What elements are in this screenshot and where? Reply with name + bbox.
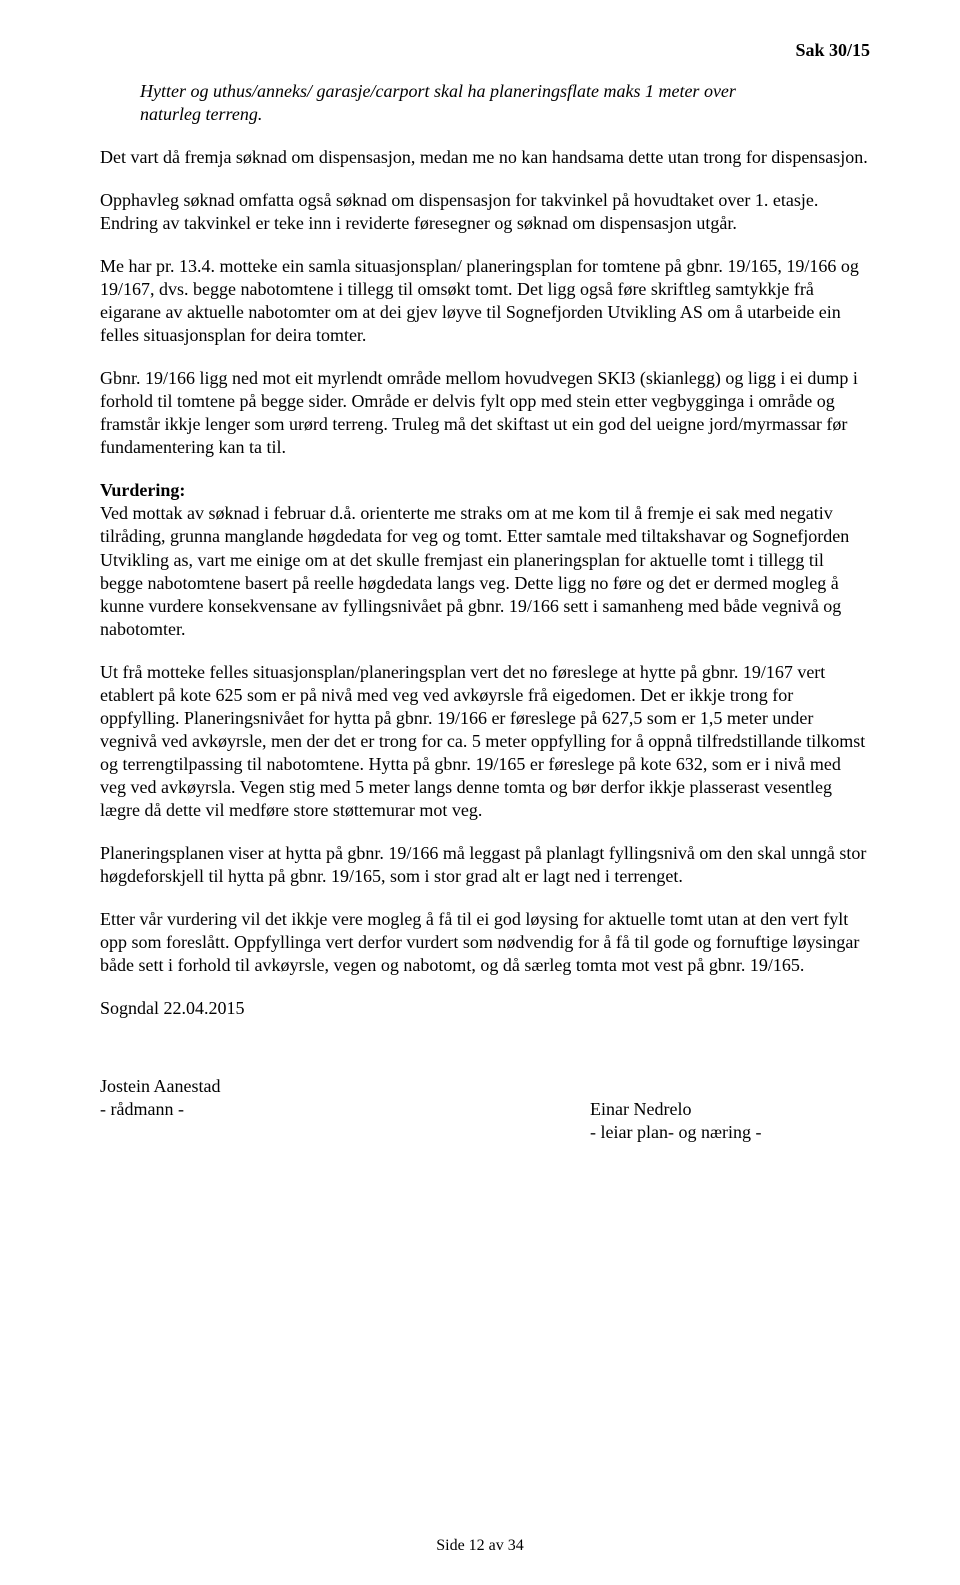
document-body: Hytter og uthus/anneks/ garasje/carport … — [100, 80, 870, 1144]
quote-line-2: naturleg terreng. — [140, 104, 262, 124]
date-line: Sogndal 22.04.2015 — [100, 997, 870, 1020]
vurdering-label: Vurdering: — [100, 480, 185, 500]
paragraph-6: Ut frå motteke felles situasjonsplan/pla… — [100, 661, 870, 822]
vurdering-section: Vurdering: Ved mottak av søknad i februa… — [100, 479, 870, 640]
sign-right-name: Einar Nedrelo — [590, 1099, 691, 1119]
paragraph-5: Ved mottak av søknad i februar d.å. orie… — [100, 503, 849, 638]
signature-right: Einar Nedrelo - leiar plan- og næring - — [100, 1098, 870, 1144]
sign-left-name: Jostein Aanestad — [100, 1076, 220, 1096]
page-footer: Side 12 av 34 — [0, 1537, 960, 1555]
sign-left-title: - rådmann - — [100, 1099, 184, 1119]
paragraph-2: Opphavleg søknad omfatta også søknad om … — [100, 189, 870, 235]
paragraph-8: Etter vår vurdering vil det ikkje vere m… — [100, 908, 870, 977]
paragraph-7: Planeringsplanen viser at hytta på gbnr.… — [100, 842, 870, 888]
quote-line-1: Hytter og uthus/anneks/ garasje/carport … — [140, 81, 736, 101]
paragraph-1: Det vart då fremja søknad om dispensasjo… — [100, 146, 870, 169]
signature-block: Jostein Aanestad - rådmann - Einar Nedre… — [100, 1075, 870, 1144]
indented-quote: Hytter og uthus/anneks/ garasje/carport … — [140, 80, 870, 126]
sign-right-title: - leiar plan- og næring - — [590, 1122, 761, 1142]
case-number: Sak 30/15 — [795, 40, 870, 61]
paragraph-3: Me har pr. 13.4. motteke ein samla situa… — [100, 255, 870, 347]
paragraph-4: Gbnr. 19/166 ligg ned mot eit myrlendt o… — [100, 367, 870, 459]
